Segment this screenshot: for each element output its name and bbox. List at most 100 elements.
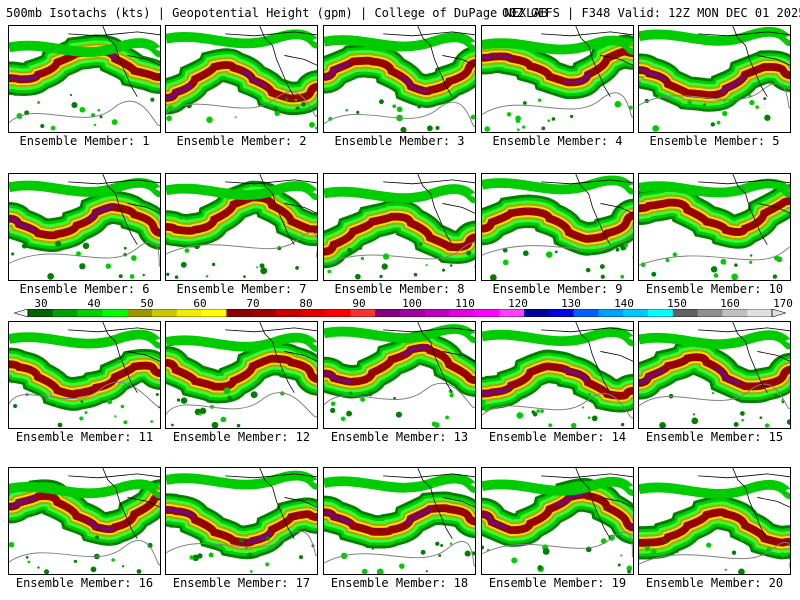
colorbar-segment: [548, 309, 574, 317]
ensemble-member-panel: [8, 321, 161, 429]
isotach-speckle: [733, 422, 739, 427]
isotach-speckle: [587, 416, 591, 420]
isotach-speckle: [672, 252, 677, 257]
isotach-speckle: [361, 568, 368, 574]
ensemble-member-panel: [638, 467, 791, 575]
isotach-map: [9, 26, 160, 132]
height-contour: [9, 241, 160, 267]
colorbar-tick-label: 40: [87, 297, 101, 310]
ensemble-member-label: Ensemble Member: 9: [492, 282, 623, 296]
isotach-speckle: [197, 553, 203, 559]
isotach-speckle: [482, 399, 486, 405]
colorbar-segment: [400, 309, 426, 317]
ensemble-member-label: Ensemble Member: 7: [176, 282, 307, 296]
isotach-speckle: [551, 117, 556, 121]
isotach-speckle: [710, 266, 718, 273]
ensemble-member-label: Ensemble Member: 18: [330, 576, 469, 590]
isotach-speckle: [382, 253, 390, 260]
isotach-map: [482, 26, 633, 132]
isotach-speckle: [80, 400, 84, 403]
northern-jet-branch: [482, 476, 633, 496]
ensemble-member-label: Ensemble Member: 2: [176, 134, 307, 148]
colorbar-segment: [325, 309, 351, 317]
isotach-speckle: [379, 274, 383, 279]
isotach-speckle: [346, 410, 353, 417]
isotach-speckle: [21, 243, 27, 249]
isotach-speckle: [97, 108, 101, 112]
isotach-speckle: [506, 112, 512, 117]
isotach-speckle: [227, 395, 232, 400]
isotach-speckle: [69, 93, 73, 97]
jet-isotach-band: [324, 212, 475, 256]
isotach-speckle: [295, 265, 299, 270]
isotach-speckle: [433, 422, 440, 428]
colorbar-segment: [524, 309, 550, 317]
isotach-speckle: [569, 114, 574, 119]
jet-isotach-band: [639, 197, 790, 236]
isotach-speckle: [692, 413, 695, 416]
isotach-speckle: [82, 242, 90, 250]
isotach-speckle: [396, 106, 403, 113]
jet-core: [324, 59, 475, 93]
ensemble-member-label: Ensemble Member: 10: [645, 282, 784, 296]
height-contour: [639, 246, 790, 269]
isotach-speckle: [208, 552, 214, 558]
isotach-speckle: [542, 547, 550, 555]
isotach-speckle: [776, 256, 783, 263]
isotach-speckle: [11, 252, 15, 256]
isotach-speckle: [130, 255, 137, 261]
isotach-speckle: [111, 558, 115, 562]
colorbar-tick-label: 140: [614, 297, 634, 310]
isotach-speckle: [234, 116, 237, 119]
colorbar-segment: [623, 309, 649, 317]
isotach-speckle: [644, 546, 651, 552]
isotach-speckle: [716, 120, 721, 125]
ensemble-member-label: Ensemble Member: 20: [645, 576, 784, 590]
isotach-speckle: [176, 398, 181, 402]
isotach-speckle: [147, 542, 153, 548]
colorbar-segment: [474, 309, 500, 317]
isotach-speckle: [71, 101, 78, 109]
isotach-map: [639, 26, 790, 132]
isotach-speckle: [395, 411, 402, 418]
isotach-speckle: [43, 569, 50, 574]
isotach-speckle: [315, 126, 317, 130]
isotach-speckle: [516, 412, 524, 419]
isotach-speckle: [94, 535, 99, 540]
jet-isotach-band: [639, 508, 790, 547]
ensemble-member-label: Ensemble Member: 5: [649, 134, 780, 148]
isotach-speckle: [47, 273, 55, 280]
isotach-speckle: [734, 263, 738, 267]
isotach-speckle: [547, 119, 551, 123]
ensemble-member-panel: [481, 467, 634, 575]
height-contour: [324, 101, 475, 127]
isotach-map: [324, 322, 475, 428]
isotach-speckle: [367, 391, 373, 397]
ensemble-member-panel: [165, 173, 318, 281]
northern-jet-branch: [324, 473, 475, 493]
isotach-speckle: [687, 99, 692, 105]
colorbar-tick-label: 30: [34, 297, 48, 310]
isotach-speckle: [189, 555, 194, 560]
isotach-speckle: [763, 97, 767, 101]
ensemble-member-panel: [638, 25, 791, 133]
isotach-speckle: [449, 264, 453, 267]
coastline: [383, 174, 475, 245]
northern-jet-branch: [324, 184, 475, 204]
ensemble-member-label: Ensemble Member: 16: [15, 576, 154, 590]
isotach-speckle: [511, 557, 518, 564]
isotach-speckle: [123, 420, 128, 425]
coastline: [225, 322, 317, 393]
isotach-map: [166, 468, 317, 574]
isotach-speckle: [587, 392, 592, 397]
isotach-speckle: [260, 267, 268, 275]
isotach-speckle: [340, 416, 346, 422]
colorbar-segment: [722, 309, 748, 317]
ensemble-member-label: Ensemble Member: 12: [172, 430, 311, 444]
isotach-speckle: [445, 415, 449, 420]
jet-core: [9, 205, 160, 237]
isotach-speckle: [720, 258, 727, 265]
ensemble-member-label: Ensemble Member: 3: [334, 134, 465, 148]
isotach-speckle: [186, 102, 192, 109]
isotach-speckle: [548, 423, 553, 428]
